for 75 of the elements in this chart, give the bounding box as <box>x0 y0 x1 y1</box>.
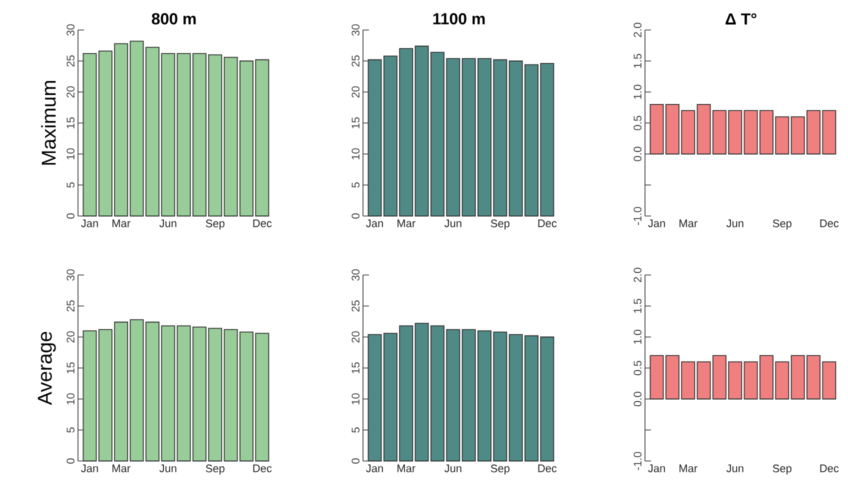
y-tick-label: 0.5 <box>634 116 642 130</box>
x-tick-label: Dec <box>538 464 557 472</box>
y-tick-label: 5 <box>66 427 74 433</box>
x-tick-label: Dec <box>538 220 557 228</box>
y-tick-label: 0.5 <box>634 360 642 376</box>
x-tick-label: Dec <box>820 220 839 228</box>
y-axis-title: Average <box>38 332 56 406</box>
x-tick-label: Jun <box>726 220 744 228</box>
y-tick-label: 10 <box>66 148 74 160</box>
x-tick-label: Sep <box>772 220 792 230</box>
x-tick-label: Jun <box>726 464 744 472</box>
chart-title: Δ T° <box>726 13 756 24</box>
x-tick-label: Jun <box>159 220 176 228</box>
y-axis-title: Maximum <box>41 80 56 165</box>
y-tick-label: 25 <box>66 55 74 67</box>
y-tick-label: 15 <box>352 362 360 374</box>
x-tick-label: Sep <box>772 464 792 474</box>
x-tick-label: Sep <box>490 464 510 474</box>
y-tick-label: 5 <box>352 427 360 433</box>
y-tick-label: 0 <box>352 458 360 464</box>
x-tick-label: Jan <box>366 464 383 472</box>
x-tick-label: Dec <box>253 464 272 472</box>
y-tick-label: 10 <box>352 393 360 404</box>
y-tick-label: 30 <box>352 269 360 281</box>
x-tick-label: Jan <box>648 464 665 472</box>
y-tick-label: 2.0 <box>634 268 642 282</box>
y-tick-label: -1.0 <box>634 206 642 225</box>
y-tick-label: 25 <box>352 300 360 312</box>
y-tick-label: 5 <box>66 182 74 188</box>
y-tick-label: 5 <box>352 182 360 188</box>
x-tick-label: Mar <box>398 464 416 472</box>
x-tick-label: Mar <box>112 464 130 472</box>
y-tick-label: 1.5 <box>634 54 642 68</box>
y-tick-label: -1.0 <box>634 452 642 470</box>
x-tick-label: Sep <box>206 220 224 230</box>
x-tick-label: Jan <box>81 220 98 228</box>
x-tick-label: Sep <box>206 464 224 474</box>
x-tick-label: Jun <box>159 464 176 472</box>
y-tick-label: 10 <box>352 148 360 160</box>
y-tick-label: 10 <box>66 393 74 404</box>
x-tick-label: Sep <box>490 220 510 230</box>
x-tick-label: Jun <box>444 220 462 228</box>
y-tick-label: 1.0 <box>634 84 642 99</box>
y-tick-label: 25 <box>352 55 360 67</box>
y-tick-label: 15 <box>66 362 74 374</box>
x-tick-label: Dec <box>253 220 272 228</box>
y-tick-label: 0.0 <box>634 392 642 406</box>
y-tick-label: 30 <box>66 269 74 281</box>
x-tick-label: Mar <box>398 220 416 228</box>
chart-title: 800 m <box>152 13 196 24</box>
x-tick-label: Mar <box>112 220 130 228</box>
y-tick-label: 20 <box>352 331 360 343</box>
y-tick-label: 30 <box>352 24 360 36</box>
x-tick-label: Jan <box>366 220 383 228</box>
x-tick-label: Jan <box>81 464 98 472</box>
y-tick-label: 2.0 <box>634 22 642 38</box>
y-tick-label: 0 <box>352 213 360 219</box>
x-tick-label: Jun <box>444 464 462 472</box>
y-tick-label: 20 <box>352 86 360 98</box>
x-tick-label: Mar <box>680 464 698 472</box>
y-tick-label: 25 <box>66 300 74 312</box>
y-tick-label: 0 <box>66 458 74 464</box>
chart-title: 1100 m <box>433 13 485 24</box>
x-tick-label: Jan <box>648 220 665 228</box>
x-tick-label: Mar <box>680 220 698 228</box>
y-tick-label: 15 <box>66 117 74 128</box>
y-tick-label: 0 <box>66 213 74 219</box>
y-tick-label: 0.0 <box>634 146 642 162</box>
y-tick-label: 30 <box>66 24 74 36</box>
y-tick-label: 1.5 <box>634 298 642 313</box>
y-tick-label: 15 <box>352 117 360 128</box>
y-tick-label: 20 <box>66 86 74 98</box>
x-tick-label: Dec <box>820 464 839 472</box>
y-tick-label: 20 <box>66 331 74 343</box>
y-tick-label: 1.0 <box>634 330 642 344</box>
